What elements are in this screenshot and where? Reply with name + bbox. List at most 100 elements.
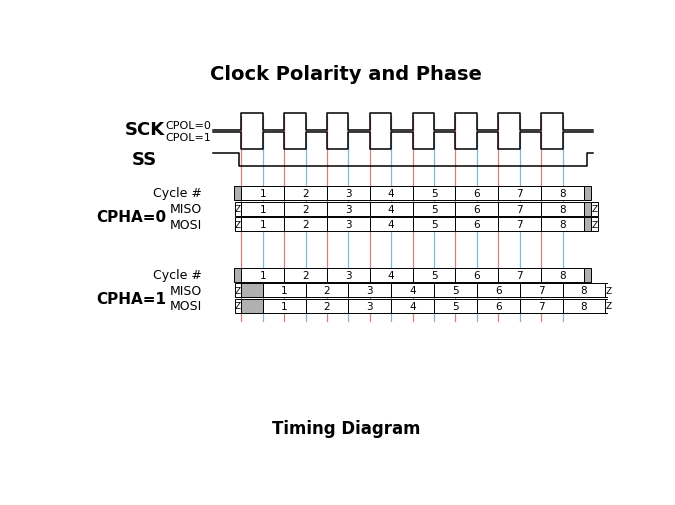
Bar: [498, 186, 541, 200]
Text: SCK: SCK: [124, 121, 165, 139]
Text: 6: 6: [474, 188, 480, 198]
Text: 1: 1: [281, 286, 288, 296]
Bar: [584, 268, 591, 282]
Bar: [327, 202, 370, 216]
Text: 8: 8: [580, 301, 587, 312]
Text: 4: 4: [409, 301, 416, 312]
Text: 2: 2: [302, 270, 309, 280]
Text: MISO: MISO: [170, 203, 202, 216]
Text: 7: 7: [516, 188, 523, 198]
Text: Cycle #: Cycle #: [153, 187, 202, 200]
Text: 4: 4: [388, 270, 394, 280]
Text: 8: 8: [559, 188, 566, 198]
Bar: [412, 202, 456, 216]
Bar: [370, 218, 412, 232]
Bar: [562, 299, 605, 313]
Bar: [477, 299, 520, 313]
Bar: [327, 186, 370, 200]
Text: 5: 5: [452, 301, 459, 312]
Bar: [284, 202, 327, 216]
Text: MOSI: MOSI: [170, 218, 202, 231]
Bar: [456, 268, 498, 282]
Bar: [327, 268, 370, 282]
Text: 7: 7: [516, 220, 523, 230]
Bar: [591, 218, 597, 232]
Text: 2: 2: [302, 204, 309, 214]
Bar: [541, 268, 584, 282]
Text: 3: 3: [367, 286, 373, 296]
Bar: [392, 284, 434, 298]
Text: 8: 8: [559, 204, 566, 214]
Bar: [456, 186, 498, 200]
Text: 2: 2: [302, 220, 309, 230]
Text: 1: 1: [259, 220, 266, 230]
Bar: [235, 284, 242, 298]
Bar: [412, 218, 456, 232]
Bar: [584, 202, 591, 216]
Text: 7: 7: [516, 204, 523, 214]
Text: 5: 5: [431, 204, 437, 214]
Bar: [284, 218, 327, 232]
Bar: [235, 299, 242, 313]
Bar: [412, 186, 456, 200]
Bar: [584, 186, 591, 200]
Bar: [498, 202, 541, 216]
Text: CPOL=1: CPOL=1: [165, 133, 211, 142]
Text: Z: Z: [605, 302, 612, 311]
Bar: [562, 284, 605, 298]
Text: 5: 5: [452, 286, 459, 296]
Text: 8: 8: [559, 270, 566, 280]
Text: Z: Z: [235, 302, 241, 311]
Bar: [498, 268, 541, 282]
Bar: [234, 186, 242, 200]
Bar: [242, 186, 284, 200]
Text: 8: 8: [559, 220, 566, 230]
Text: Z: Z: [235, 205, 241, 214]
Bar: [235, 202, 242, 216]
Bar: [456, 218, 498, 232]
Text: 7: 7: [538, 286, 545, 296]
Bar: [498, 218, 541, 232]
Text: Z: Z: [591, 205, 597, 214]
Bar: [477, 284, 520, 298]
Text: Cycle #: Cycle #: [153, 269, 202, 282]
Text: 5: 5: [431, 188, 437, 198]
Text: 3: 3: [345, 188, 352, 198]
Text: 1: 1: [281, 301, 288, 312]
Text: MISO: MISO: [170, 284, 202, 297]
Text: 4: 4: [388, 188, 394, 198]
Bar: [520, 299, 562, 313]
Text: 4: 4: [388, 204, 394, 214]
Text: CPHA=1: CPHA=1: [97, 291, 167, 306]
Text: 3: 3: [367, 301, 373, 312]
Bar: [392, 299, 434, 313]
Bar: [284, 186, 327, 200]
Text: CPHA=0: CPHA=0: [97, 210, 167, 224]
Text: 1: 1: [259, 188, 266, 198]
Bar: [348, 299, 392, 313]
Text: 7: 7: [516, 270, 523, 280]
Text: 6: 6: [474, 220, 480, 230]
Text: 8: 8: [580, 286, 587, 296]
Bar: [263, 284, 306, 298]
Bar: [327, 218, 370, 232]
Bar: [242, 218, 284, 232]
Bar: [605, 284, 612, 298]
Text: Z: Z: [235, 286, 241, 295]
Text: 6: 6: [495, 286, 502, 296]
Text: 6: 6: [474, 270, 480, 280]
Bar: [541, 186, 584, 200]
Bar: [370, 268, 412, 282]
Bar: [263, 299, 306, 313]
Text: 7: 7: [538, 301, 545, 312]
Text: 2: 2: [323, 301, 330, 312]
Bar: [242, 284, 263, 298]
Text: 1: 1: [259, 270, 266, 280]
Text: 1: 1: [259, 204, 266, 214]
Text: 3: 3: [345, 270, 352, 280]
Bar: [306, 284, 348, 298]
Text: Z: Z: [605, 286, 612, 295]
Text: 5: 5: [431, 270, 437, 280]
Bar: [234, 268, 242, 282]
Text: Clock Polarity and Phase: Clock Polarity and Phase: [210, 65, 482, 84]
